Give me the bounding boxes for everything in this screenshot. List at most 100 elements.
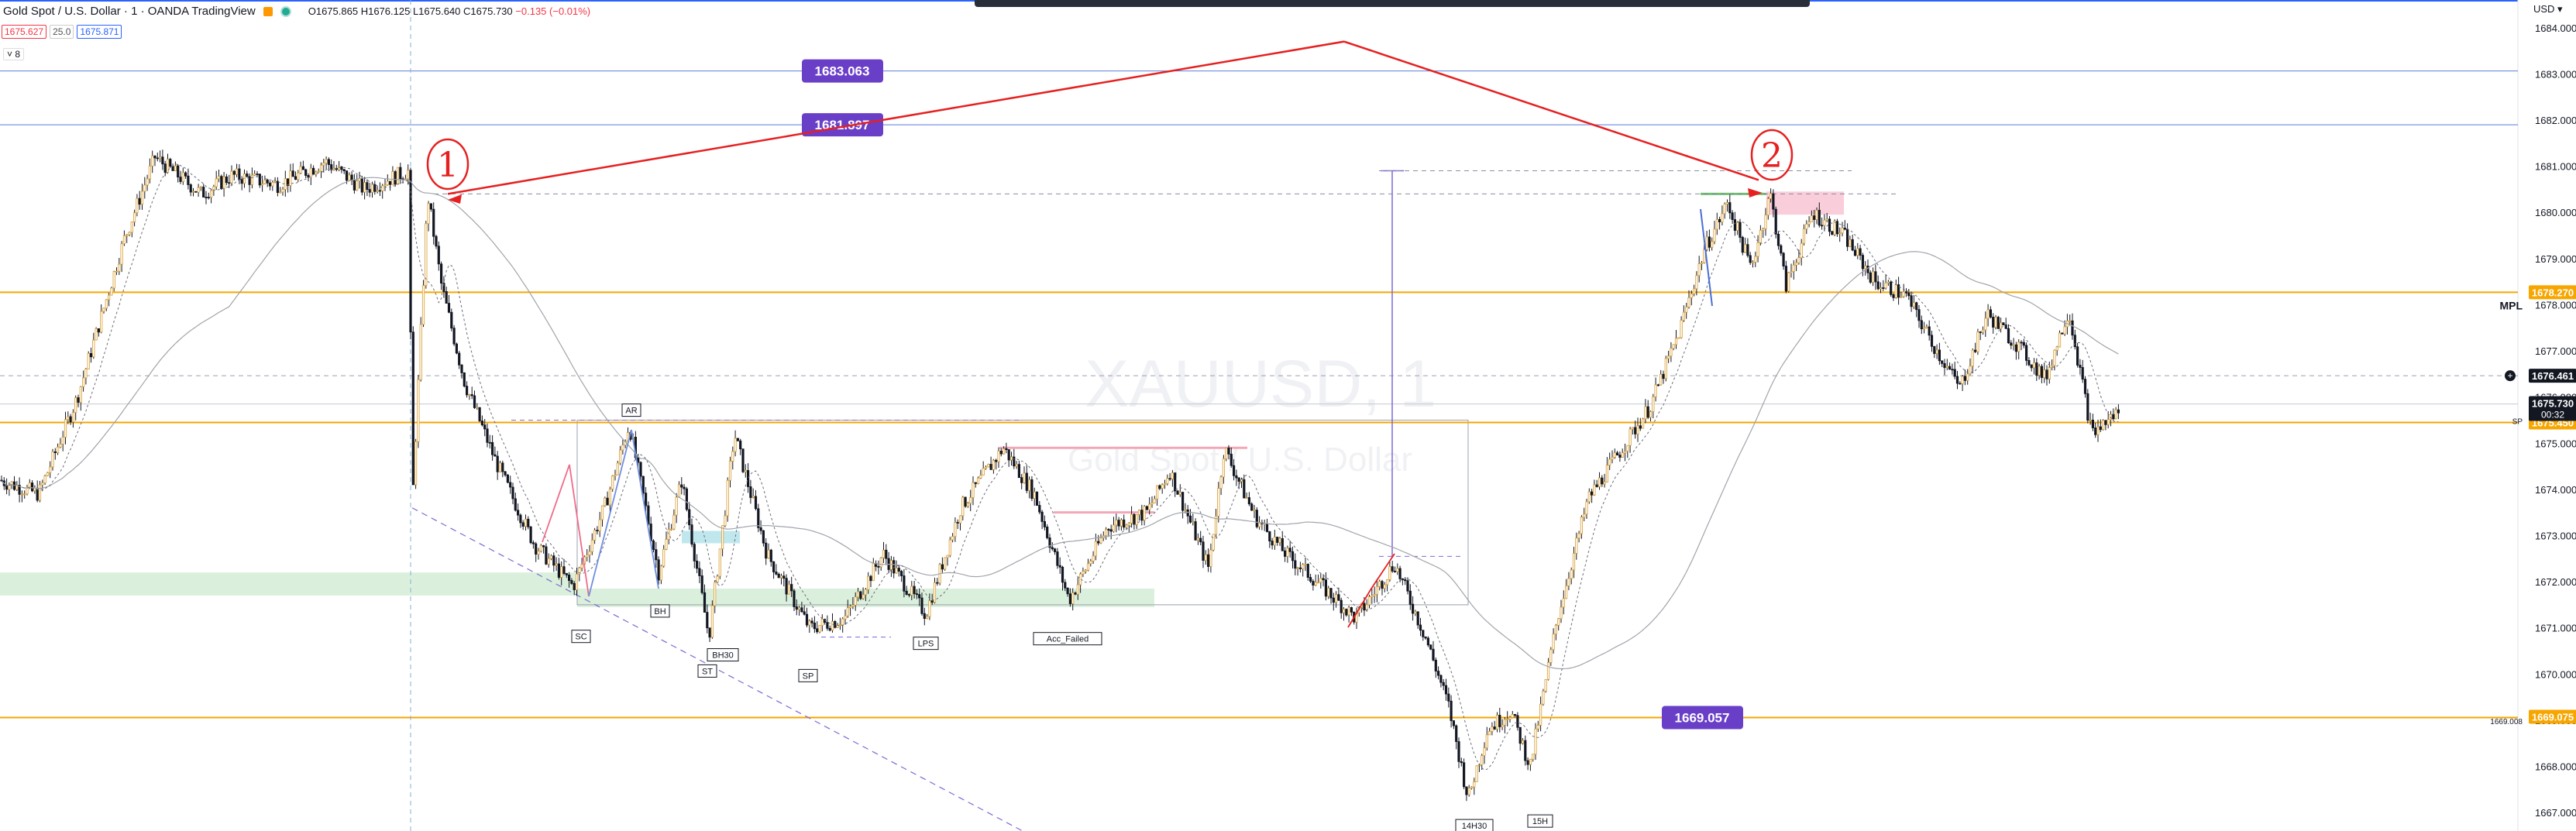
candle-body: [1316, 582, 1320, 584]
candle-body: [826, 622, 829, 629]
candle-body: [542, 545, 545, 548]
candle-body: [92, 339, 95, 358]
candle-body: [1398, 568, 1401, 579]
candle-body: [1020, 477, 1023, 483]
candle-body: [1115, 520, 1118, 526]
symbol-title[interactable]: Gold Spot / U.S. Dollar · 1 · OANDA Trad…: [3, 5, 256, 18]
candle-body: [1130, 513, 1133, 524]
candle-body: [600, 505, 604, 520]
sell-button[interactable]: 1675.627: [2, 25, 47, 39]
candle-body: [680, 484, 683, 488]
candle-body: [535, 543, 538, 555]
candle-body: [1202, 541, 1205, 561]
candle-body: [440, 263, 443, 284]
candle-body: [2063, 326, 2066, 335]
candle-body: [238, 168, 241, 180]
arrow-head-right: [1748, 188, 1763, 197]
candle-body: [1217, 488, 1220, 517]
candle-body: [1386, 579, 1389, 585]
candle-body: [151, 155, 154, 167]
candle-body: [1457, 741, 1460, 762]
candle-body: [322, 163, 325, 166]
candle-body: [1961, 376, 1964, 384]
candle-body: [447, 303, 451, 313]
level-label-4: 1669.057: [1662, 706, 1743, 730]
candle-body: [1876, 281, 1880, 290]
candle-body: [1634, 427, 1637, 434]
y-tick-label-2: 1682.000: [2535, 115, 2576, 126]
candle-body: [1715, 218, 1718, 230]
candle-body: [1158, 485, 1161, 489]
candle-body: [1017, 464, 1020, 479]
candle-body: [1762, 228, 1765, 231]
candle-body: [445, 291, 448, 304]
candle-body: [1598, 477, 1601, 487]
candle-body: [762, 530, 765, 544]
candle-body: [87, 353, 90, 369]
bid-ask-row: 1675.627 25.0 1675.871: [2, 25, 122, 39]
candle-body: [256, 173, 259, 176]
candle-body: [1092, 555, 1095, 561]
candle-body: [995, 459, 998, 462]
spread-value: 25.0: [50, 25, 74, 39]
candle-body: [491, 441, 494, 455]
candle-body: [800, 607, 803, 613]
candle-body: [2079, 365, 2082, 368]
candle-body: [1662, 373, 1665, 379]
candle-body: [787, 584, 791, 595]
candle-body: [841, 618, 844, 626]
candle-body: [1941, 360, 1944, 364]
candle-body: [0, 479, 3, 482]
candle-body: [107, 294, 111, 300]
candle-body: [1412, 603, 1415, 614]
candle-body: [805, 613, 809, 626]
candle-body: [2032, 362, 2036, 369]
wyckoff-label-4: ST: [697, 664, 717, 678]
candle-body: [2091, 419, 2094, 428]
candle-body: [2035, 362, 2038, 376]
candle-body: [2010, 342, 2013, 346]
candle-body: [586, 555, 589, 558]
buy-button[interactable]: 1675.871: [77, 25, 122, 39]
candle-body: [148, 165, 151, 180]
candle-body: [1156, 485, 1159, 500]
wyckoff-label-box: [913, 637, 939, 651]
candle-body: [315, 171, 318, 175]
candle-body: [1741, 237, 1744, 253]
candle-body: [590, 540, 593, 552]
wyckoff-label-text: 14H30: [1462, 822, 1487, 831]
candle-body: [1161, 484, 1164, 489]
wyckoff-label-box: [571, 630, 591, 644]
candle-body: [831, 621, 834, 631]
candle-body: [997, 450, 1000, 462]
candle-body: [1207, 554, 1210, 567]
candle-body: [263, 180, 267, 184]
candle-body: [1071, 592, 1075, 604]
candle-body: [383, 184, 387, 187]
candle-body: [1802, 228, 1806, 244]
circle-label-text: 1: [437, 146, 459, 185]
candle-body: [501, 462, 504, 472]
candle-body: [897, 568, 900, 572]
candle-body: [1782, 252, 1785, 266]
candle-body: [657, 559, 660, 581]
candle-body: [1618, 455, 1622, 458]
circle-label-ring: [1750, 129, 1794, 181]
candle-body: [153, 155, 156, 159]
candle-body: [1109, 529, 1113, 532]
drawing-toolbar[interactable]: [975, 0, 1810, 7]
candle-body: [1076, 584, 1079, 595]
candle-body: [1554, 624, 1557, 635]
wyckoff-label-text: SP: [803, 671, 814, 681]
candle-body: [1281, 537, 1284, 551]
candle-body: [683, 486, 686, 489]
indicators-toggle-button[interactable]: ˅ 8: [3, 48, 25, 60]
wyckoff-label-box: [697, 664, 717, 678]
candle-body: [1038, 505, 1041, 513]
candle-body: [1621, 452, 1624, 458]
candle-body: [1549, 649, 1553, 663]
candle-body: [757, 508, 760, 528]
candle-body: [2027, 359, 2031, 366]
